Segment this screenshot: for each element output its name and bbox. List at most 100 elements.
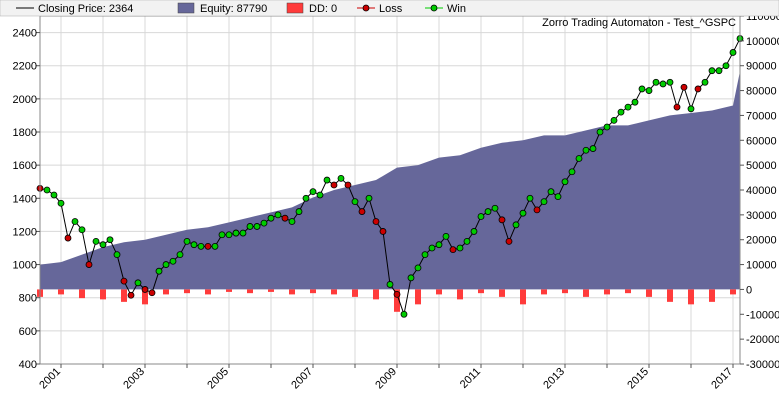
legend-item: Equity: 87790 bbox=[177, 2, 267, 15]
win-marker bbox=[435, 241, 443, 249]
drawdown-bar bbox=[709, 289, 715, 302]
win-marker bbox=[267, 214, 275, 222]
legend-item: DD: 0 bbox=[286, 2, 337, 15]
win-marker bbox=[211, 242, 219, 250]
drawdown-bar bbox=[457, 289, 463, 300]
y-right-tick-label: 0 bbox=[746, 284, 752, 296]
win-marker bbox=[239, 229, 247, 237]
legend-swatch-marker bbox=[430, 4, 438, 12]
drawdown-bars bbox=[37, 289, 736, 312]
drawdown-bar bbox=[562, 289, 568, 294]
drawdown-bar bbox=[625, 289, 631, 294]
legend-label: Win bbox=[447, 3, 466, 15]
win-marker bbox=[323, 176, 331, 184]
win-marker bbox=[701, 78, 709, 86]
win-marker bbox=[526, 194, 534, 202]
loss-marker bbox=[449, 246, 457, 254]
y-right-tick-label: 10000 bbox=[746, 260, 777, 272]
win-marker bbox=[71, 218, 79, 225]
y-right-tick-label: 90000 bbox=[746, 61, 777, 73]
drawdown-bar bbox=[646, 289, 652, 297]
y-right-tick-label: -30000 bbox=[746, 359, 779, 371]
drawdown-bar bbox=[478, 289, 484, 294]
win-marker bbox=[218, 231, 226, 239]
drawdown-bar bbox=[436, 289, 442, 295]
loss-marker bbox=[85, 261, 93, 268]
drawdown-bar bbox=[58, 289, 64, 295]
drawdown-bar bbox=[184, 289, 190, 294]
win-marker bbox=[302, 194, 310, 202]
loss-marker bbox=[393, 290, 401, 298]
win-marker bbox=[197, 242, 205, 250]
win-marker bbox=[50, 191, 58, 199]
win-marker bbox=[666, 78, 674, 86]
drawdown-bar bbox=[541, 289, 547, 295]
win-marker bbox=[729, 49, 737, 56]
drawdown-bar bbox=[289, 289, 295, 295]
win-marker bbox=[232, 229, 240, 237]
y-left-tick-label: 1200 bbox=[13, 226, 37, 238]
win-marker bbox=[92, 237, 100, 245]
drawdown-bar bbox=[730, 289, 736, 295]
drawdown-bar bbox=[142, 289, 148, 305]
win-marker bbox=[57, 199, 65, 207]
loss-marker bbox=[141, 286, 149, 293]
win-marker bbox=[463, 237, 471, 245]
win-marker bbox=[540, 198, 548, 206]
win-marker bbox=[421, 251, 429, 259]
drawdown-bar bbox=[100, 289, 106, 300]
win-marker bbox=[99, 241, 107, 249]
win-marker bbox=[617, 108, 625, 116]
loss-marker bbox=[533, 206, 541, 214]
y-right-tick-label: 50000 bbox=[746, 160, 777, 172]
win-marker bbox=[386, 281, 394, 288]
win-marker bbox=[687, 105, 695, 113]
win-marker bbox=[519, 209, 527, 217]
win-marker bbox=[638, 85, 646, 93]
win-marker bbox=[414, 264, 422, 272]
drawdown-bar bbox=[268, 289, 274, 292]
win-marker bbox=[484, 208, 492, 215]
win-marker bbox=[113, 251, 121, 259]
axes: 400 600 800 1000 1200 1400 1600 1800 2000 2200 240… bbox=[13, 11, 779, 391]
y-left-tick-label: 2400 bbox=[13, 28, 37, 40]
y-left-tick-label: 1400 bbox=[13, 193, 37, 205]
loss-marker bbox=[204, 242, 212, 250]
drawdown-bar bbox=[373, 289, 379, 300]
win-marker bbox=[547, 188, 555, 196]
win-marker bbox=[596, 128, 604, 136]
drawdown-bar bbox=[394, 289, 400, 312]
win-marker bbox=[568, 168, 576, 176]
win-marker bbox=[582, 146, 590, 154]
legend-label: Equity: 87790 bbox=[200, 3, 267, 15]
win-marker bbox=[169, 257, 177, 265]
win-marker bbox=[610, 117, 618, 124]
win-marker bbox=[589, 145, 597, 152]
drawdown-bar bbox=[604, 289, 610, 295]
y-left-tick-label: 1600 bbox=[13, 160, 37, 172]
win-marker bbox=[631, 98, 639, 106]
legend-item: Win bbox=[425, 3, 466, 15]
y-left-tick-label: 2000 bbox=[13, 94, 37, 106]
win-marker bbox=[225, 231, 233, 239]
drawdown-bar bbox=[226, 289, 232, 292]
win-marker bbox=[162, 261, 170, 268]
y-right-tick-label: 70000 bbox=[746, 110, 777, 122]
equity-area-path bbox=[40, 71, 740, 290]
y-left-tick-label: 800 bbox=[19, 293, 37, 305]
win-marker bbox=[106, 236, 114, 244]
win-marker bbox=[309, 188, 317, 196]
loss-marker bbox=[148, 289, 156, 297]
loss-marker bbox=[694, 85, 702, 93]
legend-bar bbox=[0, 0, 779, 17]
win-marker bbox=[428, 244, 436, 252]
loss-marker bbox=[505, 237, 513, 245]
win-marker bbox=[400, 310, 408, 318]
y-left-tick-label: 1000 bbox=[13, 260, 37, 272]
drawdown-bar bbox=[331, 289, 337, 295]
win-marker bbox=[274, 211, 282, 219]
legend: Closing Price: 2364 Equity: 87790 DD: 0 Los… bbox=[16, 2, 466, 15]
win-marker bbox=[603, 123, 611, 131]
drawdown-bar bbox=[205, 289, 211, 295]
